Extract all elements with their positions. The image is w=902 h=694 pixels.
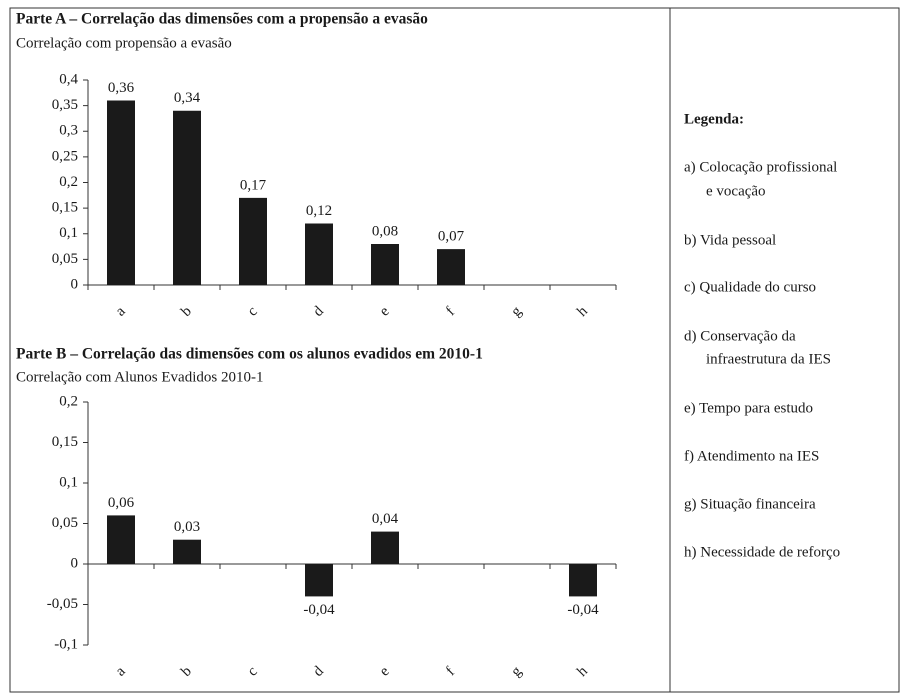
y-tick-label: 0,2 xyxy=(59,174,78,190)
y-tick-label: -0,05 xyxy=(47,596,78,612)
chart-subtitle: Correlação com propensão a evasão xyxy=(16,35,232,51)
y-tick-label: 0,25 xyxy=(52,148,78,164)
legend-item: c) Qualidade do curso xyxy=(684,279,816,295)
value-label: 0,34 xyxy=(174,90,201,106)
legend-item: a) Colocação profissional xyxy=(684,159,837,175)
legend-item: e) Tempo para estudo xyxy=(684,400,813,416)
frame xyxy=(9,7,900,693)
bar xyxy=(305,564,333,597)
x-tick-label: b xyxy=(178,303,195,320)
value-label: 0,36 xyxy=(108,80,135,96)
y-tick-label: 0,2 xyxy=(59,393,78,409)
legend-item: infraestrutura da IES xyxy=(706,351,831,367)
value-label: 0,08 xyxy=(372,223,398,239)
x-tick-label: d xyxy=(310,303,327,320)
y-tick-label: 0 xyxy=(71,555,79,571)
value-label: 0,06 xyxy=(108,495,135,511)
y-tick-label: 0,15 xyxy=(52,434,78,450)
y-tick-label: 0,1 xyxy=(59,225,78,241)
bar xyxy=(173,539,201,564)
value-label: -0,04 xyxy=(567,602,599,618)
legend-item: d) Conservação da xyxy=(684,328,796,344)
legend-item: f) Atendimento na IES xyxy=(684,448,819,464)
x-tick-label: d xyxy=(310,663,327,680)
bar xyxy=(173,110,201,285)
legend-item: h) Necessidade de reforço xyxy=(684,544,840,560)
x-tick-label: g xyxy=(508,663,525,680)
x-tick-label: a xyxy=(113,303,129,319)
x-tick-label: h xyxy=(574,663,591,680)
value-label: 0,04 xyxy=(372,511,399,527)
bar xyxy=(107,515,135,564)
x-tick-label: g xyxy=(508,303,525,320)
y-tick-label: -0,1 xyxy=(54,636,78,652)
legend-item: g) Situação financeira xyxy=(684,496,816,512)
legend-item: b) Vida pessoal xyxy=(684,232,776,248)
legend-item: e vocação xyxy=(706,183,766,199)
x-tick-label: e xyxy=(377,663,393,679)
y-tick-label: 0,35 xyxy=(52,97,78,113)
y-tick-label: 0 xyxy=(71,276,79,292)
x-tick-label: b xyxy=(178,663,195,680)
y-tick-label: 0,05 xyxy=(52,251,78,267)
x-tick-label: h xyxy=(574,303,591,320)
bar xyxy=(371,244,399,285)
y-tick-label: 0,3 xyxy=(59,123,78,139)
bar xyxy=(305,223,333,285)
y-tick-label: 0,4 xyxy=(59,71,78,87)
y-tick-label: 0,1 xyxy=(59,474,78,490)
x-tick-label: a xyxy=(113,663,129,679)
x-tick-label: c xyxy=(245,663,261,679)
bar xyxy=(437,249,465,285)
chart-title: Parte A – Correlação das dimensões com a… xyxy=(16,11,428,28)
bar xyxy=(239,197,267,285)
chart-title: Parte B – Correlação das dimensões com o… xyxy=(16,346,483,363)
bar xyxy=(107,100,135,285)
x-tick-label: e xyxy=(377,303,393,319)
x-tick-label: f xyxy=(443,664,458,679)
bar xyxy=(569,564,597,597)
y-tick-label: 0,15 xyxy=(52,200,78,216)
x-tick-label: c xyxy=(245,303,261,319)
value-label: 0,12 xyxy=(306,203,332,219)
value-label: -0,04 xyxy=(303,602,335,618)
bar xyxy=(371,531,399,564)
chart-subtitle: Correlação com Alunos Evadidos 2010-1 xyxy=(16,369,263,385)
value-label: 0,17 xyxy=(240,177,267,193)
value-label: 0,03 xyxy=(174,519,200,535)
value-label: 0,07 xyxy=(438,229,465,245)
x-tick-label: f xyxy=(443,304,458,319)
legend-title: Legenda: xyxy=(684,111,744,127)
y-tick-label: 0,05 xyxy=(52,515,78,531)
